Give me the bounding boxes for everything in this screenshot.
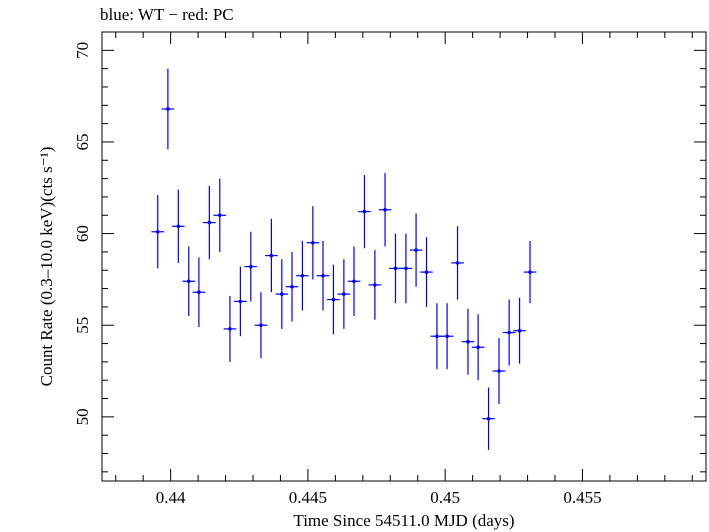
data-point bbox=[352, 279, 356, 284]
data-point bbox=[466, 339, 470, 344]
x-tick-label: 0.45 bbox=[430, 488, 460, 507]
data-point bbox=[455, 261, 460, 265]
data-point bbox=[207, 220, 212, 225]
data-point bbox=[486, 416, 491, 421]
y-tick-label: 70 bbox=[73, 42, 92, 59]
data-point bbox=[269, 253, 274, 258]
x-tick-label: 0.44 bbox=[156, 488, 186, 507]
data-point bbox=[300, 273, 305, 278]
data-point bbox=[176, 224, 181, 229]
data-point bbox=[517, 328, 522, 333]
data-point bbox=[414, 248, 418, 252]
data-point bbox=[238, 299, 243, 304]
data-point bbox=[311, 240, 315, 245]
data-point bbox=[362, 209, 367, 214]
y-tick-label: 55 bbox=[73, 317, 92, 334]
data-point bbox=[424, 270, 429, 274]
chart-title: blue: WT − red: PC bbox=[100, 5, 234, 24]
y-tick-label: 65 bbox=[73, 133, 92, 150]
data-point bbox=[155, 229, 160, 234]
y-tick-label: 60 bbox=[73, 225, 92, 242]
x-tick-label: 0.445 bbox=[289, 488, 327, 507]
x-axis-label: Time Since 54511.0 MJD (days) bbox=[293, 511, 514, 530]
data-point bbox=[166, 107, 170, 111]
data-point bbox=[404, 266, 408, 271]
data-point bbox=[393, 266, 398, 271]
data-point bbox=[186, 279, 191, 284]
data-point bbox=[259, 323, 263, 328]
y-tick-label: 50 bbox=[73, 408, 92, 425]
data-point bbox=[383, 207, 387, 212]
data-point bbox=[290, 284, 294, 289]
data-point bbox=[249, 264, 253, 269]
data-point bbox=[342, 292, 346, 296]
data-point bbox=[321, 273, 325, 278]
x-tick-label: 0.455 bbox=[563, 488, 601, 507]
data-point bbox=[197, 290, 201, 295]
data-point bbox=[373, 283, 377, 287]
data-point bbox=[228, 327, 232, 331]
data-point bbox=[435, 334, 439, 339]
data-point bbox=[280, 292, 284, 296]
data-point bbox=[528, 270, 532, 274]
data-point bbox=[445, 334, 449, 339]
y-axis-label: Count Rate (0.3–10.0 keV)(cts s⁻¹) bbox=[37, 147, 56, 387]
data-point bbox=[507, 330, 511, 335]
plot-frame bbox=[101, 31, 707, 482]
data-point bbox=[497, 369, 501, 373]
data-point bbox=[476, 345, 480, 350]
data-point bbox=[331, 297, 336, 302]
data-point bbox=[217, 213, 222, 218]
